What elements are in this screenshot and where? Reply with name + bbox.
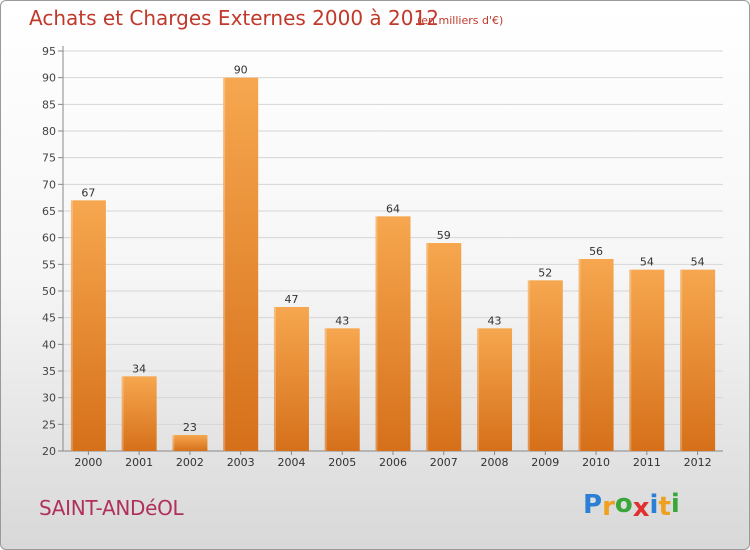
data-label: 47 xyxy=(284,293,298,306)
bar xyxy=(121,376,157,451)
y-tick-label: 80 xyxy=(42,125,56,138)
bar-highlight xyxy=(426,243,429,451)
y-tick-label: 40 xyxy=(42,338,56,351)
y-tick-label: 50 xyxy=(42,285,56,298)
data-label: 52 xyxy=(538,266,552,279)
bar xyxy=(477,328,513,451)
logo-letter: r xyxy=(602,492,615,522)
proxiti-logo: Proxiti xyxy=(583,489,680,523)
x-tick-label: 2009 xyxy=(531,456,559,469)
logo-letter: o xyxy=(614,489,633,519)
bar-highlight xyxy=(527,280,530,451)
bar xyxy=(426,243,462,451)
bar-highlight xyxy=(324,328,327,451)
x-tick-label: 2011 xyxy=(633,456,661,469)
y-tick-label: 85 xyxy=(42,98,56,111)
y-tick-label: 25 xyxy=(42,418,56,431)
bar-highlight xyxy=(578,259,581,451)
logo-letter: x xyxy=(632,493,650,523)
bar xyxy=(273,307,309,451)
y-tick-label: 35 xyxy=(42,365,56,378)
x-tick-label: 2002 xyxy=(176,456,204,469)
y-tick-label: 90 xyxy=(42,72,56,85)
bar-highlight xyxy=(680,269,683,451)
bar-highlight xyxy=(629,269,632,451)
bar xyxy=(578,259,614,451)
bar xyxy=(172,435,208,451)
y-tick-label: 70 xyxy=(42,178,56,191)
x-tick-label: 2006 xyxy=(379,456,407,469)
data-label: 54 xyxy=(691,256,705,269)
y-tick-label: 75 xyxy=(42,152,56,165)
y-tick-label: 95 xyxy=(42,45,56,58)
bar xyxy=(375,216,411,451)
bar-highlight xyxy=(223,77,226,452)
y-tick-label: 30 xyxy=(42,392,56,405)
x-tick-label: 2001 xyxy=(125,456,153,469)
bar xyxy=(629,269,665,451)
bar-highlight xyxy=(70,200,73,451)
data-label: 54 xyxy=(640,256,654,269)
y-tick-label: 55 xyxy=(42,258,56,271)
logo-letter: P xyxy=(583,490,603,520)
logo-letter: i xyxy=(670,489,680,519)
data-label: 43 xyxy=(488,314,502,327)
y-tick-label: 65 xyxy=(42,205,56,218)
data-label: 64 xyxy=(386,202,400,215)
data-label: 59 xyxy=(437,229,451,242)
logo-letter: i xyxy=(649,490,659,520)
bar xyxy=(680,269,716,451)
x-tick-label: 2012 xyxy=(684,456,712,469)
bar xyxy=(527,280,563,451)
x-tick-label: 2010 xyxy=(582,456,610,469)
bar-highlight xyxy=(477,328,480,451)
y-tick-label: 60 xyxy=(42,232,56,245)
bar xyxy=(70,200,106,451)
bar xyxy=(324,328,360,451)
data-label: 56 xyxy=(589,245,603,258)
chart-title: Achats et Charges Externes 2000 à 2012 xyxy=(29,6,439,30)
data-label: 67 xyxy=(81,186,95,199)
logo-letter: t xyxy=(658,492,671,522)
data-label: 90 xyxy=(234,64,248,77)
data-label: 43 xyxy=(335,314,349,327)
bar-highlight xyxy=(375,216,378,451)
bar-highlight xyxy=(121,376,124,451)
x-tick-label: 2007 xyxy=(430,456,458,469)
x-tick-label: 2004 xyxy=(277,456,305,469)
chart-subtitle: (en milliers d'€) xyxy=(417,14,504,27)
x-tick-label: 2008 xyxy=(481,456,509,469)
x-tick-label: 2000 xyxy=(74,456,102,469)
x-tick-label: 2005 xyxy=(328,456,356,469)
bar xyxy=(223,77,259,452)
data-label: 23 xyxy=(183,421,197,434)
y-tick-label: 45 xyxy=(42,312,56,325)
commune-name: SAINT-ANDéOL xyxy=(39,496,184,520)
x-tick-label: 2003 xyxy=(227,456,255,469)
bar-highlight xyxy=(273,307,276,451)
bar-highlight xyxy=(172,435,175,451)
data-label: 34 xyxy=(132,362,146,375)
y-tick-label: 20 xyxy=(42,445,56,458)
